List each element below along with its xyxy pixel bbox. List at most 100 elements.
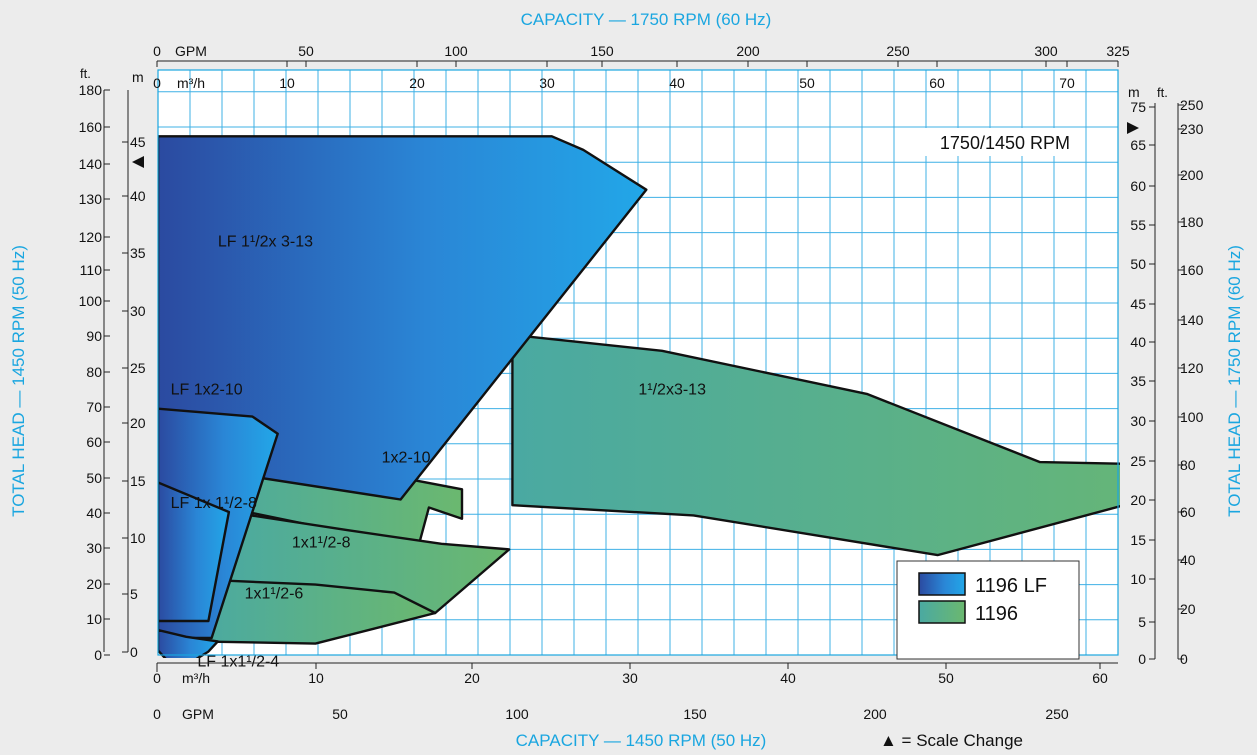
legend-label-1196-lf: 1196 LF: [975, 575, 1047, 597]
right-m-tick-label: 0: [1138, 651, 1146, 667]
bottom-axis-title: CAPACITY — 1450 RPM (50 Hz): [516, 731, 767, 750]
axis-ticks: 0102030405060708090100110120130140160180…: [79, 43, 1204, 722]
right-m-tick-label: 60: [1130, 178, 1146, 194]
left-m-tick-label: 15: [130, 473, 146, 489]
right-ft-tick-label: 120: [1180, 360, 1204, 376]
top-gpm-tick-label: 300: [1034, 43, 1058, 59]
top-m3h-tick-label: 30: [539, 75, 555, 91]
left-ft-tick-label: 50: [86, 470, 102, 486]
legend-label-1196: 1196: [975, 603, 1018, 625]
left-ft-tick-label: 10: [86, 611, 102, 627]
right-m-tick-label: 65: [1130, 137, 1146, 153]
bottom-m3h-tick-label: 50: [938, 670, 954, 686]
top-m3h-tick-label: 50: [799, 75, 815, 91]
bottom-gpm-tick-label: 100: [505, 706, 529, 722]
left-m-unit: m: [132, 69, 144, 85]
right-ft-tick-label: 230: [1180, 121, 1204, 137]
top-m3h-unit: m³/h: [177, 75, 205, 91]
left-ft-tick-label: 140: [79, 156, 103, 172]
region-lf-1x-1-2-8: [158, 481, 231, 623]
region-label: 1x1¹/2-8: [292, 535, 351, 552]
right-ft-tick-label: 60: [1180, 504, 1196, 520]
left-ft-tick-label: 30: [86, 540, 102, 556]
axis-lines: [103, 60, 1179, 672]
legend-swatch-1196: [918, 600, 966, 624]
right-m-tick-label: 20: [1130, 492, 1146, 508]
region-label: 1x1¹/2-6: [245, 586, 304, 603]
left-ft-tick-label: 110: [80, 262, 103, 278]
bottom-gpm-tick-label: 150: [683, 706, 707, 722]
right-ft-tick-label: 250: [1180, 97, 1204, 113]
left-ft-tick-label: 180: [79, 82, 103, 98]
top-m3h-tick-label: 10: [279, 75, 295, 91]
right-ft-tick-label: 80: [1180, 457, 1196, 473]
left-ft-tick-label: 0: [94, 647, 102, 663]
region-lf-1x1-2-4: [158, 628, 219, 658]
left-m-tick-label: 10: [130, 530, 146, 546]
plot-border: [157, 69, 1119, 656]
right-ft-tick-label: 100: [1180, 409, 1204, 425]
region-label: 1¹/2x3-13: [638, 381, 706, 398]
right-m-tick-label: 15: [1130, 532, 1146, 548]
region-label: LF 1x 1¹/2-8: [171, 495, 257, 512]
top-gpm-tick-label: 100: [444, 43, 468, 59]
top-gpm-tick-label: 150: [590, 43, 614, 59]
top-m3h-tick-label: 0: [153, 75, 161, 91]
left-m-tick-label: 40: [130, 188, 146, 204]
bottom-m3h-unit: m³/h: [182, 670, 210, 686]
left-ft-tick-label: 80: [86, 364, 102, 380]
left-ft-tick-label: 20: [86, 576, 102, 592]
right-ft-tick-label: 40: [1180, 552, 1196, 568]
bottom-gpm-tick-label: 0: [153, 706, 161, 722]
speed-label: 1750/1450 RPM: [940, 133, 1070, 153]
right-m-unit: m: [1128, 84, 1140, 100]
region-label: 1x2-10: [382, 449, 431, 466]
right-ft-tick-label: 200: [1180, 167, 1204, 183]
bottom-m3h-tick-label: 60: [1092, 670, 1108, 686]
right-m-tick-label: 35: [1130, 373, 1146, 389]
bottom-m3h-tick-label: 10: [308, 670, 324, 686]
top-gpm-tick-label: 325: [1106, 43, 1130, 59]
region-1-2x3-13: [511, 333, 1120, 557]
right-ft-unit: ft.: [1157, 85, 1168, 100]
top-m3h-tick-label: 60: [929, 75, 945, 91]
left-ft-tick-label: 60: [86, 434, 102, 450]
legend: 1196 LF 1196: [896, 560, 1080, 660]
region-label: LF 1¹/2x 3-13: [218, 234, 313, 251]
bottom-gpm-tick-label: 250: [1045, 706, 1069, 722]
bottom-gpm-tick-label: 200: [863, 706, 887, 722]
top-axis-title: CAPACITY — 1750 RPM (60 Hz): [521, 10, 772, 29]
top-m3h-tick-label: 70: [1059, 75, 1075, 91]
left-ft-tick-label: 70: [86, 399, 102, 415]
right-m-tick-label: 10: [1130, 571, 1146, 587]
top-m3h-tick-label: 40: [669, 75, 685, 91]
right-m-tick-label: 40: [1130, 334, 1146, 350]
bottom-m3h-tick-label: 0: [153, 670, 161, 686]
left-ft-unit: ft.: [80, 66, 91, 81]
regions: [158, 135, 1120, 658]
scale-change-note: ▲ = Scale Change: [880, 731, 1023, 750]
right-m-tick-label: 45: [1130, 296, 1146, 312]
left-ft-tick-label: 90: [86, 328, 102, 344]
right-ft-tick-label: 160: [1180, 262, 1204, 278]
right-m-tick-label: 75: [1130, 99, 1146, 115]
left-m-tick-label: 45: [130, 134, 146, 150]
region-label: LF 1x1¹/2-4: [197, 654, 279, 671]
right-axis-title: TOTAL HEAD — 1750 RPM (60 Hz): [1225, 245, 1244, 517]
left-m-tick-label: 30: [130, 303, 146, 319]
right-m-tick-label: 5: [1138, 614, 1146, 630]
right-ft-tick-label: 180: [1180, 214, 1204, 230]
right-scale-change-marker: [1127, 122, 1139, 134]
top-gpm-unit: GPM: [175, 43, 207, 59]
left-m-tick-label: 25: [130, 360, 146, 376]
right-ft-tick-label: 140: [1180, 312, 1204, 328]
bottom-m3h-tick-label: 40: [780, 670, 796, 686]
left-m-tick-label: 5: [130, 586, 138, 602]
right-m-tick-label: 50: [1130, 256, 1146, 272]
left-m-tick-label: 0: [130, 644, 138, 660]
left-axis-title: TOTAL HEAD — 1450 RPM (50 Hz): [9, 245, 28, 517]
speed-label-box: [898, 128, 1076, 156]
bottom-m3h-tick-label: 30: [622, 670, 638, 686]
legend-swatch-1196-lf: [918, 572, 966, 596]
